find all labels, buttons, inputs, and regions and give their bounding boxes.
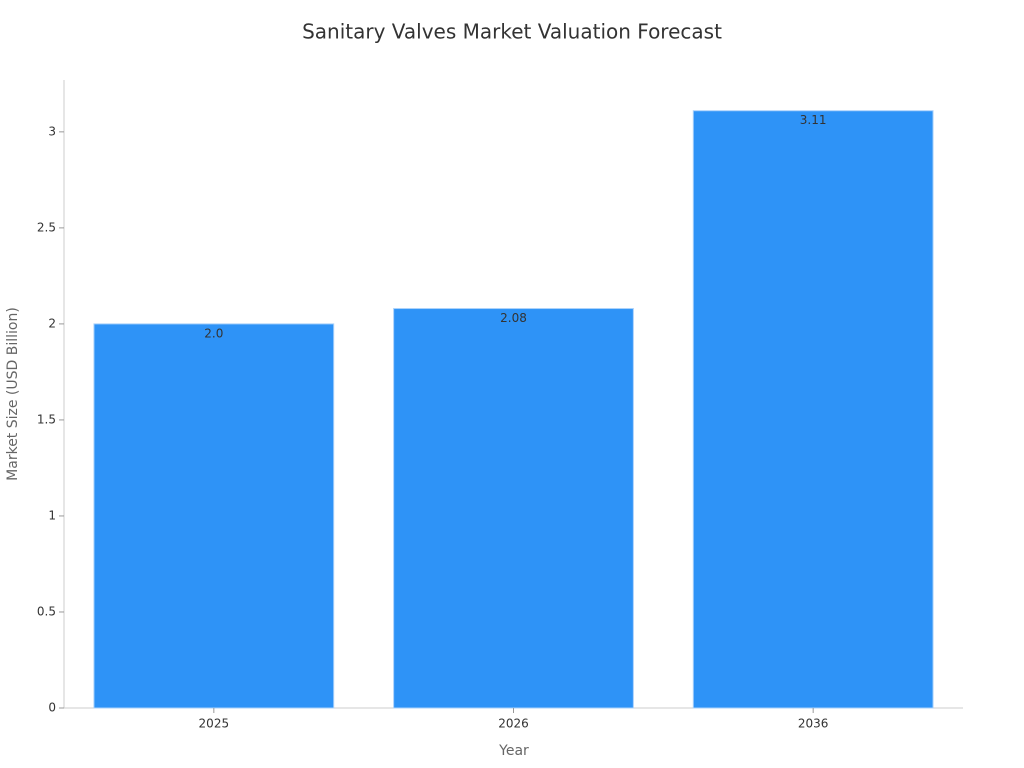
bar: [692, 110, 934, 709]
value-label: 3.11: [800, 113, 827, 127]
bar: [93, 323, 335, 709]
x-tick-label: 2025: [199, 717, 230, 731]
y-tick-label: 2: [48, 316, 56, 330]
y-tick-label: 2.5: [37, 220, 56, 234]
y-tick-label: 0.5: [37, 604, 56, 618]
y-tick-label: 0: [48, 701, 56, 715]
value-label: 2.08: [500, 311, 527, 325]
chart-title: Sanitary Valves Market Valuation Forecas…: [302, 20, 722, 44]
y-axis-label: Market Size (USD Billion): [5, 307, 21, 481]
bar: [393, 308, 634, 709]
y-tick-label: 1: [48, 508, 56, 522]
x-axis-label: Year: [498, 743, 529, 759]
y-tick-label: 1.5: [37, 412, 56, 426]
y-tick-label: 3: [48, 124, 56, 138]
x-tick-label: 2026: [498, 717, 529, 731]
x-tick-label: 2036: [798, 717, 829, 731]
value-label: 2.0: [204, 326, 223, 340]
